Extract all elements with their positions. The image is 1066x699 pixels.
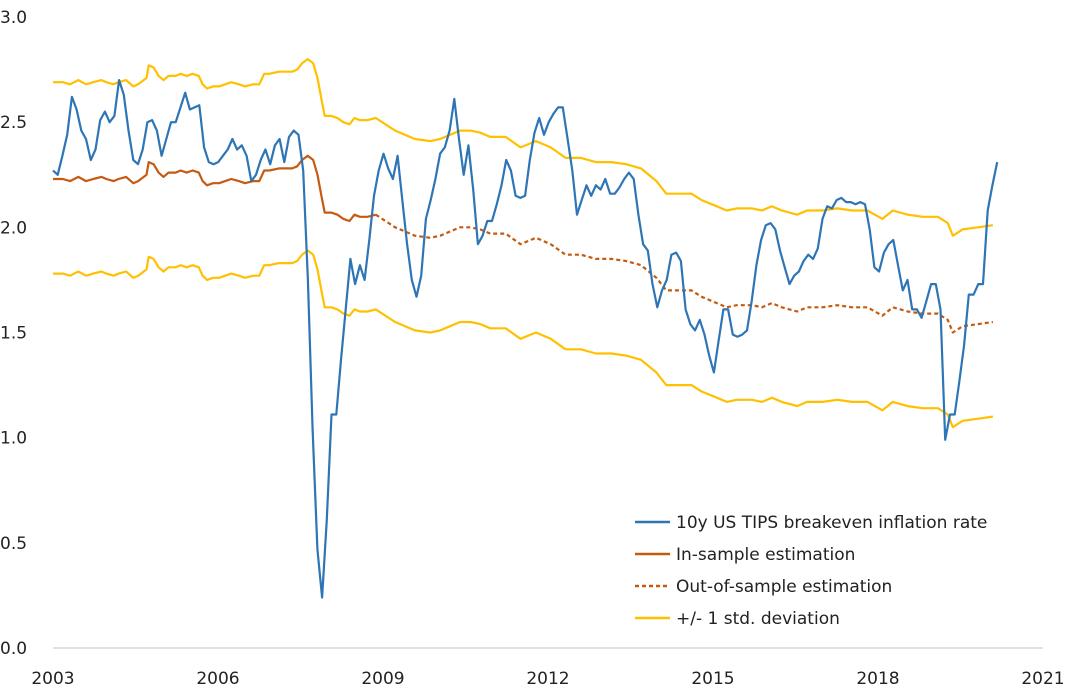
y-tick-label: 3.0 bbox=[0, 8, 27, 28]
legend-item-std-deviation: +/- 1 std. deviation bbox=[635, 609, 840, 629]
legend-label-in-sample: In-sample estimation bbox=[676, 545, 855, 565]
y-tick-label: 1.0 bbox=[0, 429, 27, 449]
series-lines bbox=[52, 58, 999, 599]
y-tick-label: 1.5 bbox=[0, 324, 27, 344]
legend: 10y US TIPS breakeven inflation rate In-… bbox=[635, 513, 987, 629]
legend-item-out-of-sample: Out-of-sample estimation bbox=[635, 577, 892, 597]
y-tick-label: 0.0 bbox=[0, 639, 27, 659]
x-tick-label: 2009 bbox=[361, 669, 404, 689]
x-tick-label: 2012 bbox=[526, 669, 569, 689]
x-tick-label: 2018 bbox=[856, 669, 899, 689]
x-axis-tick-labels: 2003 2006 2009 2012 2015 2018 2021 bbox=[31, 669, 1064, 689]
upper-std-deviation-line bbox=[53, 58, 994, 237]
legend-label-out-of-sample: Out-of-sample estimation bbox=[676, 577, 892, 597]
lower-std-deviation-line bbox=[53, 249, 994, 429]
x-tick-label: 2006 bbox=[196, 669, 239, 689]
in-sample-estimation-line bbox=[53, 154, 377, 223]
breakeven-inflation-line bbox=[52, 79, 999, 599]
out-of-sample-estimation-line bbox=[375, 213, 994, 334]
legend-label-std-deviation: +/- 1 std. deviation bbox=[676, 609, 840, 629]
y-tick-label: 2.0 bbox=[0, 218, 27, 238]
y-axis-tick-labels: 0.0 0.5 1.0 1.5 2.0 2.5 3.0 bbox=[0, 8, 27, 659]
x-tick-label: 2015 bbox=[691, 669, 734, 689]
legend-label-breakeven: 10y US TIPS breakeven inflation rate bbox=[676, 513, 987, 533]
x-tick-label: 2003 bbox=[31, 669, 74, 689]
y-tick-label: 0.5 bbox=[0, 534, 27, 554]
y-tick-label: 2.5 bbox=[0, 113, 27, 133]
legend-item-breakeven: 10y US TIPS breakeven inflation rate bbox=[635, 513, 987, 533]
legend-item-in-sample: In-sample estimation bbox=[635, 545, 855, 565]
x-tick-label: 2021 bbox=[1021, 669, 1064, 689]
